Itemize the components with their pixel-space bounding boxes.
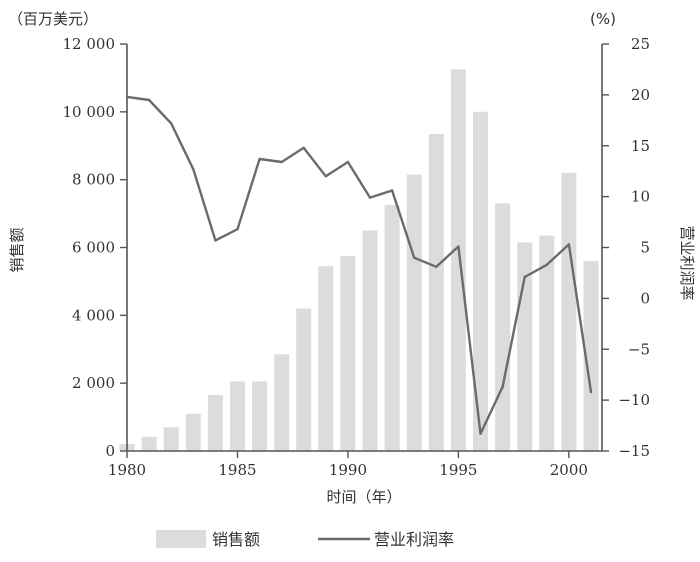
left-tick-label: 6 000 [72, 239, 115, 257]
margin-point-1995 [457, 245, 460, 248]
legend: 销售额 营业利润率 [156, 530, 454, 549]
left-axis-unit: （百万美元） [8, 10, 98, 28]
bar-1986 [252, 381, 268, 451]
margin-point-1991 [368, 196, 372, 199]
margin-point-1998 [523, 275, 526, 279]
x-tick-label: 1985 [218, 461, 256, 479]
bar-1993 [406, 174, 422, 451]
margin-point-1990 [346, 160, 350, 164]
bar-1982 [163, 427, 179, 451]
bar-1988 [296, 308, 312, 451]
margin-point-1993 [413, 256, 416, 259]
bar-1989 [318, 266, 334, 451]
margin-point-2001 [589, 390, 593, 394]
bar-1983 [185, 413, 201, 451]
right-tick-label: 5 [640, 239, 650, 257]
margin-point-1986 [258, 157, 261, 161]
bar-1981 [141, 436, 157, 451]
x-tick-label: 2000 [550, 461, 588, 479]
left-tick-label: 8 000 [72, 171, 115, 189]
bar-1985 [230, 381, 245, 451]
bar-1990 [340, 256, 356, 451]
right-axis-title: 营业利润率 [678, 225, 696, 300]
margin-line [126, 95, 593, 435]
bar-2000 [561, 172, 577, 451]
right-tick-label: 25 [631, 35, 650, 53]
sales-bars [119, 69, 599, 452]
left-tick-label: 4 000 [72, 306, 115, 324]
bar-1996 [473, 111, 488, 452]
right-tick-label: 20 [631, 86, 650, 104]
margin-point-1989 [324, 175, 327, 178]
bar-1999 [539, 235, 555, 451]
x-tick-label: 1980 [108, 461, 146, 479]
margin-point-1996 [479, 432, 482, 435]
left-tick-label: 10 000 [63, 103, 116, 121]
bar-1991 [362, 230, 378, 451]
x-axis-title: 时间（年） [326, 488, 401, 506]
right-axis-unit: (%) [590, 10, 616, 28]
margin-point-2000 [567, 243, 571, 246]
margin-point-1984 [214, 239, 217, 242]
right-tick-label: 0 [640, 289, 650, 307]
right-tick-label: −5 [628, 340, 650, 358]
legend-bar-label: 销售额 [212, 530, 260, 549]
right-tick-label: −15 [618, 442, 650, 460]
margin-point-1983 [192, 168, 195, 171]
bar-1984 [207, 395, 223, 451]
x-tick-label: 1990 [329, 461, 367, 479]
margin-point-1985 [236, 228, 239, 231]
right-tick-label: −10 [618, 391, 650, 409]
legend-line-label: 营业利润率 [374, 530, 454, 549]
bar-1992 [384, 205, 400, 451]
x-tick-label: 1995 [439, 461, 477, 479]
bar-1997 [495, 203, 511, 451]
bar-2001 [583, 261, 599, 451]
left-tick-label: 2 000 [72, 374, 115, 392]
margin-line-layer [125, 95, 593, 435]
margin-point-1997 [501, 385, 504, 389]
right-tick-label: 15 [631, 137, 650, 155]
margin-point-1981 [147, 98, 151, 102]
margin-point-1980 [125, 95, 129, 99]
legend-bar-swatch [156, 530, 206, 548]
margin-point-1999 [545, 263, 548, 266]
bar-1994 [428, 133, 444, 451]
axes: 0 2 000 4 000 6 000 8 000 10 000 12 000 −15 −10 −… [63, 35, 651, 479]
margin-point-1987 [280, 160, 283, 164]
margin-point-1992 [390, 189, 394, 192]
bar-1995 [450, 69, 466, 452]
margin-point-1994 [435, 265, 438, 268]
margin-point-1982 [170, 122, 173, 125]
right-tick-label: 10 [631, 188, 650, 206]
bar-1987 [274, 354, 290, 451]
left-tick-label: 0 [105, 442, 115, 460]
left-axis-title: 销售额 [8, 227, 26, 272]
margin-point-1988 [302, 146, 305, 149]
left-tick-label: 12 000 [63, 35, 116, 53]
